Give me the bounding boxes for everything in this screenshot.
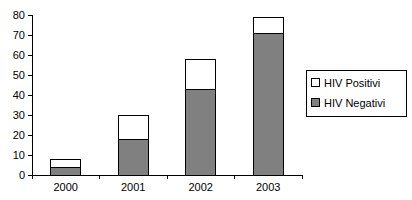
bar [253, 33, 283, 175]
bar [51, 167, 81, 175]
y-tick-label: 80 [13, 9, 25, 21]
chart-svg: 0 10 20 30 40 50 60 70 80 2000 2001 2002 2003 HIV Pos… [0, 0, 412, 200]
y-tick-label: 30 [13, 109, 25, 121]
y-tick-label: 40 [13, 89, 25, 101]
y-tick [28, 175, 32, 176]
x-tick-label: 2003 [256, 181, 280, 193]
y-tick-label: 10 [13, 149, 25, 161]
y-tick-label: 60 [13, 49, 25, 61]
legend-label: HIV Negativi [324, 97, 385, 109]
x-tick [167, 175, 168, 179]
x-tick-label: 2002 [189, 181, 213, 193]
bar [253, 17, 283, 33]
y-tick [28, 75, 32, 76]
legend-swatch [311, 78, 319, 86]
y-tick-label: 50 [13, 69, 25, 81]
y-tick [28, 95, 32, 96]
y-tick-label: 20 [13, 129, 25, 141]
x-tick [32, 175, 33, 179]
x-tick [302, 175, 303, 179]
legend-swatch [311, 98, 319, 106]
bar [186, 89, 216, 175]
y-tick [28, 55, 32, 56]
y-tick [28, 135, 32, 136]
bar [118, 115, 148, 139]
x-tick-label: 2001 [121, 181, 145, 193]
y-tick [28, 35, 32, 36]
bar [51, 159, 81, 167]
bar [118, 139, 148, 175]
x-tick [99, 175, 100, 179]
y-tick-label: 70 [13, 29, 25, 41]
chart-container: 0 10 20 30 40 50 60 70 80 2000 2001 2002 2003 HIV Pos… [0, 0, 412, 200]
y-tick [28, 115, 32, 116]
legend-box [306, 70, 406, 116]
x-tick [234, 175, 235, 179]
bars [51, 17, 284, 175]
y-tick [28, 155, 32, 156]
y-tick [28, 15, 32, 16]
y-tick-label: 0 [19, 169, 25, 181]
x-tick-label: 2000 [54, 181, 78, 193]
bar [186, 59, 216, 89]
legend-label: HIV Positivi [324, 77, 380, 89]
